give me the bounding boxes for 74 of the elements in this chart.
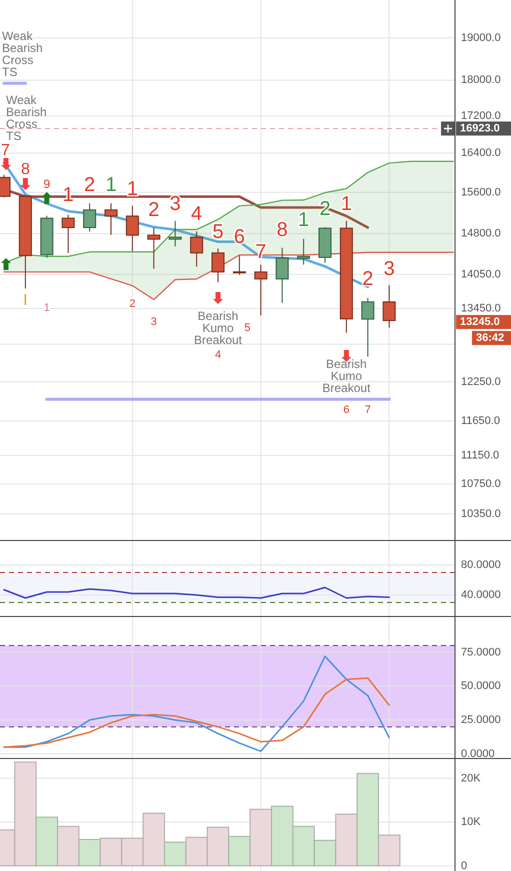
annotation: 9 [43,177,50,191]
y-tick-label: 10K [461,816,482,828]
y-tick-label: 75.0000 [461,646,501,658]
annotation: 1 [298,209,310,231]
bar [36,816,58,866]
y-tick-label: 0 [461,860,468,871]
y-tick-label: 40.0000 [461,589,501,601]
annotation: 7 [364,404,371,416]
candlestick [276,247,289,304]
annotation: Bearish Kumo Breakout [322,357,372,395]
y-tick-label: 19000.0 [461,32,501,44]
annotation: 1 [105,174,117,196]
candlestick [168,220,182,247]
annotation: 3 [170,193,181,215]
annotation: Weak Bearish Cross TS [2,29,43,79]
candlestick [147,227,160,270]
y-tick-label: 20K [461,772,482,784]
candlestick [83,202,96,232]
annotation: 2 [362,268,374,290]
candlestick [126,205,139,252]
candlestick [190,230,204,268]
annotation: 5 [244,322,250,334]
bar [164,842,186,866]
annotation: 7 [1,142,10,159]
annotation: 1 [44,302,50,314]
line-series [3,677,390,748]
text: 13245.0 [460,316,500,328]
candlestick [297,238,310,266]
annotation: 2 [84,174,96,196]
y-tick-label: 18000.0 [461,74,501,86]
y-tick-label: 10350.0 [461,508,501,520]
annotation: 2 [129,298,136,310]
y-tick-label: 12250.0 [461,376,501,388]
annotation: Weak Bearish Cross TS [6,93,47,143]
y-tick-label: 80.0000 [461,559,501,571]
annotation: 1 [340,193,352,215]
candlestick [212,248,224,283]
y-tick-label: 50.0000 [461,680,501,692]
y-tick-label: 16400.0 [461,147,501,160]
y-tick-label: 17200.0 [461,110,501,122]
y-tick-label: 14050.0 [461,268,501,280]
annotation: 8 [276,219,288,241]
annotation: 1 [126,178,138,200]
bar [356,772,379,866]
annotation: I [23,292,28,309]
bar [228,836,251,866]
text: 36:42 [476,332,504,344]
ref-line-label: 16923.0 [460,122,500,135]
bar [78,839,101,866]
candlestick [254,264,268,316]
y-tick-label: 15600.0 [461,186,501,198]
y-tick-label: 25.0000 [461,714,501,726]
candlestick [62,214,75,254]
annotation: 5 [212,221,224,243]
y-tick-label: 10750.0 [461,478,501,490]
y-tick-label: 13450.0 [461,302,501,315]
candlestick [361,297,374,358]
annotation: 2 [148,199,160,221]
y-tick-label: 11150.0 [461,449,500,462]
line-series [3,586,390,599]
annotation: 4 [191,203,202,225]
annotation: 3 [384,258,395,280]
y-tick-label: 14800.0 [461,228,501,240]
candlestick [382,284,396,328]
annotation: 6 [343,404,350,416]
annotation: Bearish Kumo Breakout [194,309,243,347]
candlestick [104,202,118,236]
annotation: 8 [20,161,30,178]
y-tick-label: 11650.0 [461,415,500,428]
annotation: 4 [214,349,222,361]
bar [57,826,80,866]
candlestick [232,255,246,276]
y-tick-label: 0.0000 [461,748,495,760]
annotation: 3 [150,316,157,328]
